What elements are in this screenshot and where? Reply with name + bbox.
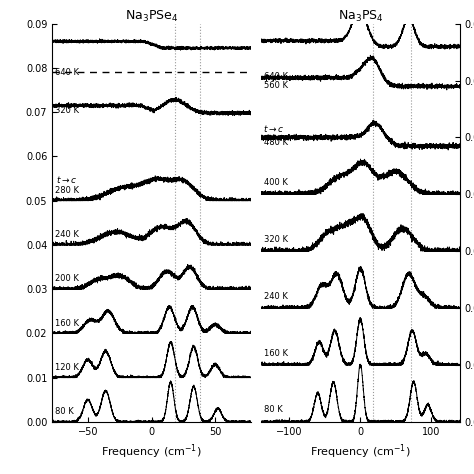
- Text: 240 K: 240 K: [264, 292, 288, 301]
- Text: 120 K: 120 K: [55, 363, 79, 372]
- Text: 320 K: 320 K: [264, 235, 288, 244]
- Text: 320 K: 320 K: [55, 106, 79, 115]
- Title: Na$_3$PS$_4$: Na$_3$PS$_4$: [337, 9, 383, 24]
- Text: 80 K: 80 K: [264, 405, 283, 414]
- Text: 160 K: 160 K: [55, 319, 79, 328]
- Text: 400 K: 400 K: [264, 178, 288, 187]
- Text: $t \rightarrow c$: $t \rightarrow c$: [263, 123, 284, 134]
- Text: 80 K: 80 K: [55, 407, 73, 416]
- Title: Na$_3$PSe$_4$: Na$_3$PSe$_4$: [125, 9, 178, 24]
- X-axis label: Frequency (cm$^{-1}$): Frequency (cm$^{-1}$): [310, 442, 410, 461]
- X-axis label: Frequency (cm$^{-1}$): Frequency (cm$^{-1}$): [101, 442, 202, 461]
- Text: $t \rightarrow c$: $t \rightarrow c$: [56, 174, 77, 185]
- Text: 640 K: 640 K: [55, 68, 79, 77]
- Text: 200 K: 200 K: [55, 274, 79, 283]
- Text: 560 K: 560 K: [264, 81, 288, 90]
- Text: 480 K: 480 K: [264, 138, 288, 147]
- Text: 280 K: 280 K: [55, 186, 79, 195]
- Text: 160 K: 160 K: [264, 348, 288, 357]
- Text: 240 K: 240 K: [55, 230, 79, 239]
- Text: 640 K: 640 K: [264, 72, 288, 81]
